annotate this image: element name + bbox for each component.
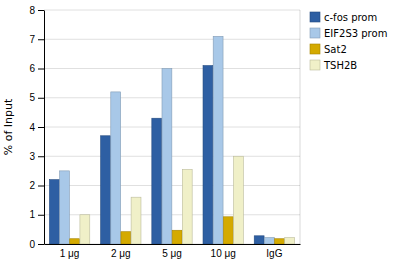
bar	[203, 66, 213, 244]
y-tick-label: 4	[29, 122, 35, 133]
y-tick-label: 2	[29, 180, 35, 191]
bar	[49, 180, 59, 244]
y-tick-label: 1	[29, 209, 35, 220]
chart: 0 1 2 3 4 5 6 7 8 1 μg 2 μg 5 μg 10 μg IgG % of Input c…	[0, 0, 400, 268]
bar-series	[70, 217, 285, 244]
bar	[264, 238, 274, 244]
bar	[285, 238, 295, 244]
bar	[275, 239, 285, 244]
y-tick: 7	[29, 34, 44, 45]
y-axis-title: % of Input	[2, 98, 15, 155]
x-tick-label: 5 μg	[162, 248, 182, 259]
y-tick-label: 6	[29, 63, 35, 74]
y-tick-mark	[38, 127, 44, 128]
plot-frame	[300, 10, 301, 244]
x-tick: 5 μg	[162, 248, 182, 259]
bar	[223, 217, 233, 244]
y-tick: 4	[29, 122, 44, 133]
x-axis: 1 μg 2 μg 5 μg 10 μg IgG	[45, 245, 301, 260]
x-tick: IgG	[266, 248, 282, 259]
bar	[254, 236, 264, 244]
y-tick-mark	[38, 69, 44, 70]
legend: c-fos prom EIF2S3 prom Sat2 TSH2B	[310, 12, 387, 71]
y-tick: 5	[29, 92, 44, 103]
y-tick-mark	[38, 215, 44, 216]
y-tick: 1	[29, 209, 44, 220]
y-tick-mark	[38, 186, 44, 187]
bar	[172, 230, 182, 244]
bar	[70, 239, 80, 244]
legend-swatch	[310, 60, 320, 70]
y-tick-label: 5	[29, 92, 35, 103]
bar	[60, 171, 70, 244]
grid-line	[44, 10, 300, 11]
y-tick-mark	[38, 10, 44, 11]
x-tick: 1 μg	[60, 248, 80, 259]
legend-label: c-fos prom	[324, 12, 377, 23]
y-tick-label: 8	[29, 5, 35, 16]
y-axis: 0 1 2 3 4 5 6 7 8	[29, 5, 44, 250]
bar	[162, 69, 172, 245]
y-tick-mark	[38, 156, 44, 157]
y-tick: 6	[29, 63, 44, 74]
y-tick-label: 3	[29, 151, 35, 162]
y-tick: 8	[29, 5, 44, 16]
legend-swatch	[310, 44, 320, 54]
y-tick-mark	[38, 39, 44, 40]
x-axis-line	[45, 244, 301, 245]
y-tick-mark	[38, 98, 44, 99]
bar	[152, 118, 162, 244]
y-tick-mark	[38, 244, 44, 245]
y-tick: 0	[29, 239, 44, 250]
y-tick: 2	[29, 180, 44, 191]
bar	[101, 136, 111, 244]
x-tick: 10 μg	[211, 248, 236, 259]
bar	[234, 156, 244, 244]
bar	[111, 92, 121, 244]
bar-series	[49, 66, 264, 244]
legend-item: c-fos prom	[310, 12, 377, 23]
plot: 0 1 2 3 4 5 6 7 8 1 μg 2 μg 5 μg 10 μg IgG	[29, 5, 300, 259]
legend-swatch	[310, 28, 320, 38]
bar	[213, 36, 223, 244]
bar-series	[60, 36, 275, 244]
grid-line	[44, 39, 300, 40]
y-tick-label: 0	[29, 239, 35, 250]
x-tick-label: 2 μg	[111, 248, 131, 259]
legend-item: TSH2B	[310, 60, 357, 71]
legend-item: EIF2S3 prom	[310, 28, 387, 39]
legend-item: Sat2	[310, 44, 347, 55]
bar-series	[80, 156, 295, 244]
x-tick: 2 μg	[111, 248, 131, 259]
bar	[182, 169, 192, 244]
x-tick-label: 10 μg	[211, 248, 236, 259]
bars	[49, 36, 294, 244]
grid	[44, 10, 300, 244]
bar	[80, 215, 90, 244]
legend-swatch	[310, 12, 320, 22]
y-tick-label: 7	[29, 34, 35, 45]
bar	[121, 232, 131, 244]
y-axis-line	[44, 11, 45, 245]
legend-label: Sat2	[324, 44, 347, 55]
x-tick-label: IgG	[266, 248, 282, 259]
legend-label: TSH2B	[323, 60, 357, 71]
x-tick-label: 1 μg	[60, 248, 80, 259]
legend-label: EIF2S3 prom	[324, 28, 387, 39]
bar	[131, 197, 141, 244]
y-tick: 3	[29, 151, 44, 162]
